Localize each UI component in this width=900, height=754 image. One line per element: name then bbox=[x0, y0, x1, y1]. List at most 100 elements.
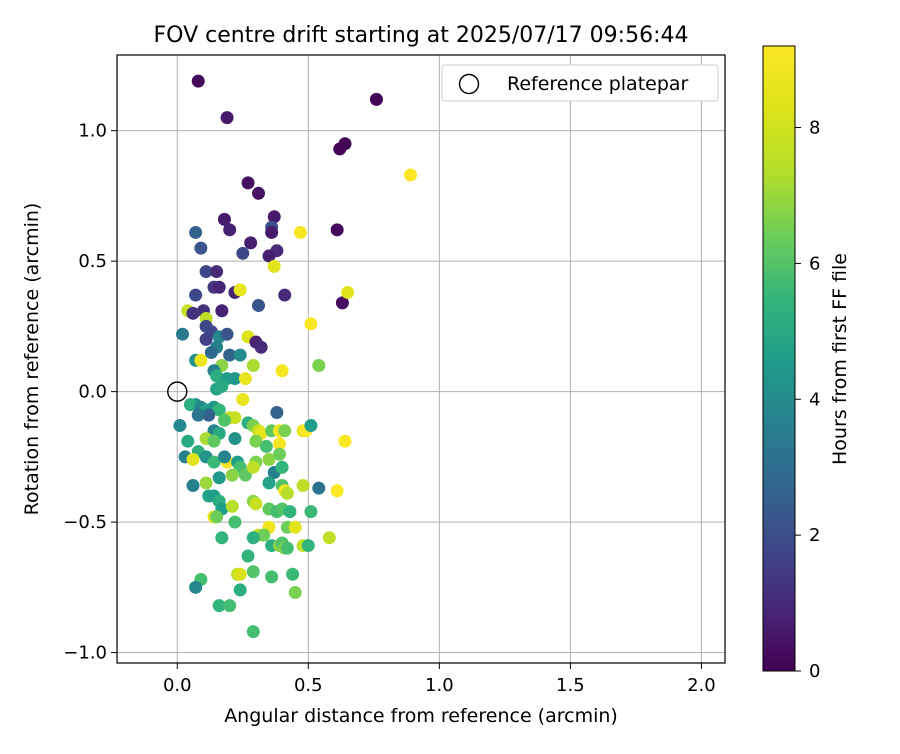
data-point bbox=[217, 212, 231, 226]
colorbar-tick-label: 2 bbox=[809, 525, 820, 546]
data-point bbox=[275, 364, 289, 378]
y-tick-label: −0.5 bbox=[63, 512, 107, 533]
data-point bbox=[186, 479, 200, 493]
data-point bbox=[272, 447, 286, 461]
legend-box bbox=[441, 64, 719, 102]
grid-lines bbox=[117, 55, 725, 663]
data-point bbox=[241, 176, 255, 190]
data-point bbox=[236, 392, 250, 406]
data-point bbox=[296, 479, 310, 493]
data-point bbox=[199, 265, 213, 279]
data-point bbox=[257, 528, 271, 542]
data-point bbox=[236, 246, 250, 260]
y-tick-label: 1.0 bbox=[78, 121, 107, 142]
data-point bbox=[233, 583, 247, 597]
data-point bbox=[199, 476, 213, 490]
data-point bbox=[183, 398, 197, 412]
data-point bbox=[244, 236, 258, 250]
data-point bbox=[181, 434, 195, 448]
data-point bbox=[202, 408, 216, 422]
data-point bbox=[207, 434, 221, 448]
data-point bbox=[176, 327, 190, 341]
data-point bbox=[225, 468, 239, 482]
x-axis-ticks: 0.0 0.5 1.0 1.5 2.0 bbox=[163, 663, 716, 696]
data-point bbox=[246, 460, 260, 474]
data-point bbox=[335, 296, 349, 310]
data-point bbox=[246, 531, 260, 545]
data-point bbox=[267, 210, 281, 224]
data-point bbox=[246, 359, 260, 373]
legend: Reference platepar bbox=[441, 64, 719, 102]
data-point bbox=[246, 625, 260, 639]
data-point bbox=[207, 455, 221, 469]
data-point bbox=[210, 369, 224, 383]
data-point bbox=[278, 288, 292, 302]
data-point bbox=[212, 403, 226, 417]
reference-point bbox=[167, 381, 188, 402]
data-point bbox=[228, 411, 242, 425]
data-point bbox=[312, 481, 326, 495]
data-point bbox=[265, 570, 279, 584]
data-point bbox=[204, 345, 218, 359]
data-point bbox=[212, 471, 226, 485]
legend-marker-icon bbox=[458, 73, 480, 95]
data-point bbox=[262, 452, 276, 466]
colorbar-tick-label: 4 bbox=[809, 389, 820, 410]
data-point bbox=[304, 317, 318, 331]
data-point bbox=[404, 168, 418, 182]
data-point bbox=[223, 599, 237, 613]
colorbar: 0 2 4 6 8 Hours from first FF file bbox=[762, 45, 851, 682]
data-point bbox=[186, 452, 200, 466]
data-point bbox=[189, 225, 203, 239]
data-point bbox=[228, 372, 242, 386]
data-point bbox=[262, 249, 276, 263]
data-point bbox=[252, 299, 266, 313]
data-point bbox=[191, 408, 205, 422]
data-point bbox=[173, 419, 187, 433]
data-point bbox=[189, 580, 203, 594]
data-point bbox=[288, 586, 302, 600]
data-point bbox=[265, 225, 279, 239]
plot-frame bbox=[116, 54, 726, 664]
colorbar-label: Hours from first FF file bbox=[829, 253, 851, 465]
data-point bbox=[301, 539, 315, 553]
data-point bbox=[259, 439, 273, 453]
data-point bbox=[225, 499, 239, 513]
colorbar-tick-label: 6 bbox=[809, 253, 820, 274]
data-point bbox=[312, 359, 326, 373]
data-point bbox=[223, 223, 237, 237]
data-point bbox=[330, 223, 344, 237]
y-tick-label: −1.0 bbox=[63, 643, 107, 664]
data-point bbox=[333, 142, 347, 156]
chart-title: FOV centre drift starting at 2025/07/17 … bbox=[154, 23, 689, 48]
data-point bbox=[272, 437, 286, 451]
x-tick-label: 1.5 bbox=[556, 675, 585, 696]
data-point bbox=[238, 372, 252, 386]
colorbar-gradient bbox=[762, 45, 796, 672]
data-point bbox=[194, 353, 208, 367]
data-point bbox=[233, 283, 247, 297]
data-point bbox=[210, 265, 224, 279]
reference-marker bbox=[167, 381, 188, 402]
data-point bbox=[246, 565, 260, 579]
data-point bbox=[249, 497, 263, 511]
x-axis-label: Angular distance from reference (arcmin) bbox=[224, 705, 618, 727]
data-point bbox=[254, 340, 268, 354]
legend-label: Reference platepar bbox=[507, 73, 689, 95]
data-point bbox=[220, 327, 234, 341]
y-tick-label: 0.5 bbox=[78, 251, 107, 272]
data-point bbox=[304, 419, 318, 433]
x-tick-label: 0.5 bbox=[294, 675, 323, 696]
data-point bbox=[275, 460, 289, 474]
data-point bbox=[288, 520, 302, 534]
data-point bbox=[199, 332, 213, 346]
y-tick-label: 0.0 bbox=[78, 382, 107, 403]
data-point bbox=[369, 92, 383, 106]
data-point bbox=[215, 531, 229, 545]
data-point bbox=[220, 111, 234, 125]
data-point bbox=[223, 348, 237, 362]
data-point bbox=[217, 450, 231, 464]
y-axis-ticks: −1.0 −0.5 0.0 0.5 1.0 bbox=[63, 121, 117, 664]
data-point bbox=[233, 567, 247, 581]
